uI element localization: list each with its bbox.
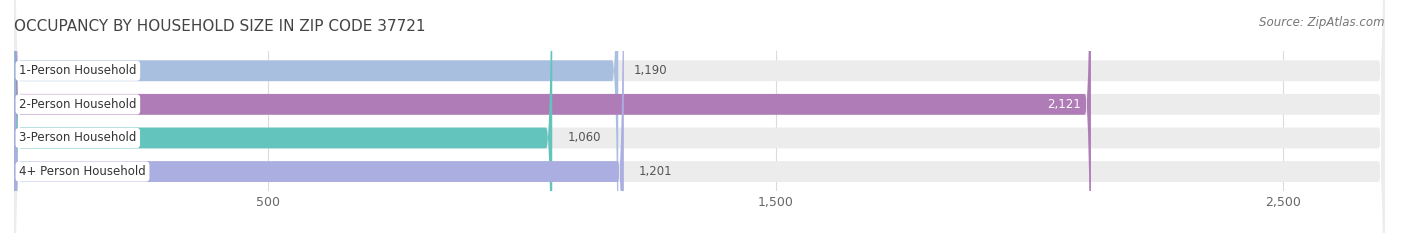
- FancyBboxPatch shape: [14, 0, 1385, 233]
- FancyBboxPatch shape: [14, 0, 1385, 233]
- Text: 1,190: 1,190: [634, 64, 666, 77]
- Text: Source: ZipAtlas.com: Source: ZipAtlas.com: [1260, 16, 1385, 29]
- Text: 1-Person Household: 1-Person Household: [20, 64, 136, 77]
- Text: OCCUPANCY BY HOUSEHOLD SIZE IN ZIP CODE 37721: OCCUPANCY BY HOUSEHOLD SIZE IN ZIP CODE …: [14, 20, 426, 34]
- FancyBboxPatch shape: [14, 0, 619, 233]
- FancyBboxPatch shape: [14, 0, 553, 233]
- FancyBboxPatch shape: [14, 0, 624, 233]
- Text: 1,060: 1,060: [568, 131, 600, 144]
- Text: 4+ Person Household: 4+ Person Household: [20, 165, 146, 178]
- FancyBboxPatch shape: [14, 0, 1385, 233]
- Text: 2-Person Household: 2-Person Household: [20, 98, 136, 111]
- Text: 2,121: 2,121: [1047, 98, 1081, 111]
- Text: 3-Person Household: 3-Person Household: [20, 131, 136, 144]
- FancyBboxPatch shape: [14, 0, 1091, 233]
- Text: 1,201: 1,201: [640, 165, 672, 178]
- FancyBboxPatch shape: [14, 0, 1385, 233]
